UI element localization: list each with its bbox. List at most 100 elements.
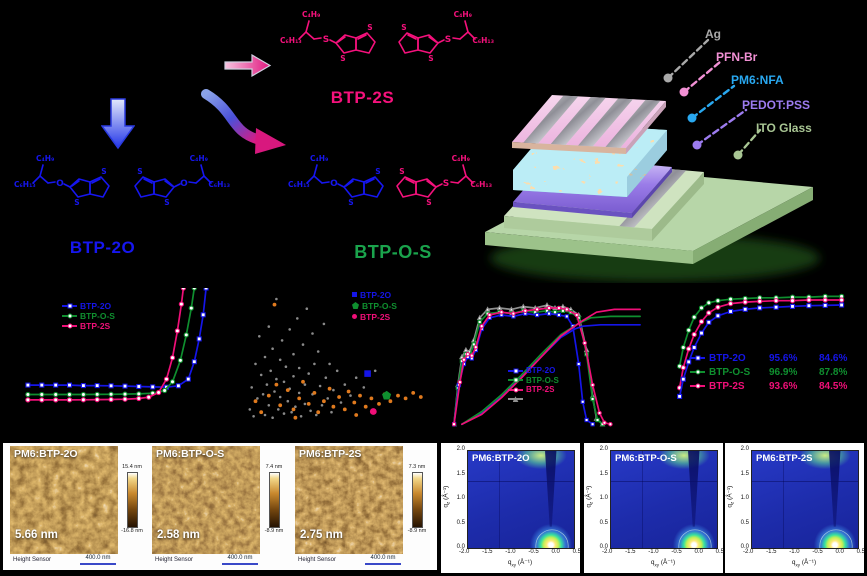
afm-sensor-label: Height Sensor xyxy=(155,557,194,563)
pi-stacking-arc xyxy=(508,451,574,474)
tick-label: 0.0 xyxy=(740,544,749,550)
legend-value: 96.9% xyxy=(769,366,798,378)
svg-text:C₆H₁₃: C₆H₁₃ xyxy=(288,180,310,189)
tick-label: 1.0 xyxy=(740,495,749,501)
svg-text:S: S xyxy=(348,198,353,207)
charge-collection-chart xyxy=(676,293,845,399)
scatter-chart-legend: BTP-2O BTP-O-S BTP-2S xyxy=(352,289,397,322)
molecule-title-btp2s: BTP-2S xyxy=(330,88,395,107)
molecule-title-btp2o: BTP-2O xyxy=(69,238,136,257)
device-label-ito-glass: ITO Glass xyxy=(756,121,812,135)
tick-label: 0.5 xyxy=(715,549,724,555)
circle-marker-icon xyxy=(352,314,357,319)
legend-row: BTP-2S 93.6% 84.5% xyxy=(690,379,865,393)
svg-text:S: S xyxy=(401,23,406,32)
tick-label: 0.0 xyxy=(551,549,560,555)
svg-text:C₆H₁₃: C₆H₁₃ xyxy=(208,180,230,189)
svg-text:C₄H₉: C₄H₉ xyxy=(310,154,328,163)
giwaxs-y-axis-label: qz (Å⁻¹) xyxy=(442,485,451,508)
missing-wedge xyxy=(545,451,557,527)
pentagon-marker-icon xyxy=(352,302,359,309)
legend-row xyxy=(508,395,559,405)
svg-text:S: S xyxy=(375,167,380,176)
literature-scatter-chart xyxy=(248,297,423,420)
legend-line xyxy=(508,396,523,403)
afm-colorbar-max: 7.3 nm xyxy=(408,464,426,470)
missing-wedge xyxy=(829,451,841,527)
leader-dot-ag xyxy=(663,73,673,83)
legend-value: 95.6% xyxy=(769,352,798,364)
afm-scalebar xyxy=(222,563,258,565)
legend-label: BTP-2S xyxy=(360,311,391,322)
legend-label: BTP-2O xyxy=(360,289,392,300)
square-marker-icon xyxy=(67,303,72,309)
tick-label: -1.0 xyxy=(648,549,659,555)
svg-text:C₄H₉: C₄H₉ xyxy=(190,154,208,163)
svg-text:S: S xyxy=(323,35,329,45)
svg-text:S: S xyxy=(428,54,433,63)
giwaxs-y-axis-label: qz (Å⁻¹) xyxy=(585,485,594,508)
svg-text:C₆H₁₃: C₆H₁₃ xyxy=(472,36,494,45)
legend-line xyxy=(690,383,705,389)
leader-line-pedotpss xyxy=(695,108,748,147)
legend-row: BTP-2S xyxy=(352,311,397,322)
giwaxs-title: PM6:BTP-O-S xyxy=(615,453,677,464)
afm-colorbar xyxy=(127,472,138,528)
detector-seam xyxy=(611,481,717,483)
eqe-chart xyxy=(452,302,641,427)
svg-text:C₆H₁₃: C₆H₁₃ xyxy=(280,36,302,45)
device-label-pedotpss: PEDOT:PSS xyxy=(742,98,811,112)
giwaxs-title: PM6:BTP-2O xyxy=(472,453,530,464)
legend-value: 84.6% xyxy=(819,352,848,364)
tick-label: -0.5 xyxy=(671,549,682,555)
missing-wedge xyxy=(688,451,700,527)
curved-arrow xyxy=(201,89,286,154)
circle-marker-icon xyxy=(67,323,72,329)
circle-marker-icon xyxy=(67,313,72,319)
svg-text:C₆H₁₃: C₆H₁₃ xyxy=(14,180,36,189)
legend-line xyxy=(62,323,77,329)
molecule-structure-btp2s-left: C₆H₁₃ C₄H₉ S S S xyxy=(280,10,376,63)
molecule-structure-btp2o-left: C₆H₁₃ C₄H₉ O S S xyxy=(14,154,110,207)
afm-rms-value: 2.75 nm xyxy=(300,529,343,541)
leader-dot-pm6nfa xyxy=(687,113,697,123)
svg-text:C₆H₁₃: C₆H₁₃ xyxy=(470,180,492,189)
afm-title: PM6:BTP-2S xyxy=(299,448,362,460)
afm-scalebar xyxy=(80,563,116,565)
giwaxs-title: PM6:BTP-2S xyxy=(756,453,813,464)
giwaxs-y-ticks: 2.0 1.5 1.0 0.5 0.0 xyxy=(593,446,608,550)
giwaxs-x-ticks: -2.0 -1.5 -1.0 -0.5 0.0 0.5 xyxy=(602,549,724,555)
afm-title: PM6:BTP-2O xyxy=(14,448,78,460)
leader-dot-pedotpss xyxy=(692,140,702,150)
legend-label: BTP-2O xyxy=(709,352,746,364)
tick-label: 0.5 xyxy=(740,519,749,526)
afm-scalebar-label: 400.0 nm xyxy=(85,555,111,561)
svg-text:C₄H₉: C₄H₉ xyxy=(36,154,54,163)
legend-row: BTP-O-S xyxy=(352,300,397,311)
giwaxs-panel-btpos: PM6:BTP-O-S 2.0 1.5 1.0 0.5 0.0 -2.0 -1.5 -1.0… xyxy=(584,443,724,573)
tick-label: -2.0 xyxy=(459,549,470,555)
svg-text:S: S xyxy=(445,35,451,45)
svg-text:S: S xyxy=(164,198,169,207)
legend-label: BTP-2O xyxy=(526,366,556,376)
legend-row: BTP-O-S 96.9% 87.8% xyxy=(690,365,865,379)
afm-image-btp2s xyxy=(295,446,403,554)
tick-label: -1.0 xyxy=(505,549,516,555)
leader-line-ag xyxy=(666,38,710,80)
square-marker-icon xyxy=(695,355,700,361)
giwaxs-panel-btp2o: PM6:BTP-2O 2.0 1.5 1.0 0.5 0.0 -2.0 -1.5 -1.0-… xyxy=(441,443,581,573)
afm-colorbar-max: 7.4 nm xyxy=(265,464,283,470)
device-label-ag: Ag xyxy=(705,27,721,41)
tick-label: 2.0 xyxy=(599,446,608,452)
down-arrow xyxy=(101,98,135,150)
jv-curves-chart xyxy=(25,288,209,403)
detector-seam xyxy=(752,481,858,483)
legend-label: BTP-O-S xyxy=(709,366,751,378)
molecule-structure-btpos-left: C₆H₁₃ C₄H₉ O S S xyxy=(288,154,384,207)
giwaxs-x-axis-label: qxy (Å⁻¹) xyxy=(650,559,676,568)
square-marker-icon xyxy=(513,377,518,383)
giwaxs-y-axis-label: qz (Å⁻¹) xyxy=(726,485,735,508)
tick-label: -2.0 xyxy=(743,549,754,555)
detector-seam xyxy=(468,481,574,483)
